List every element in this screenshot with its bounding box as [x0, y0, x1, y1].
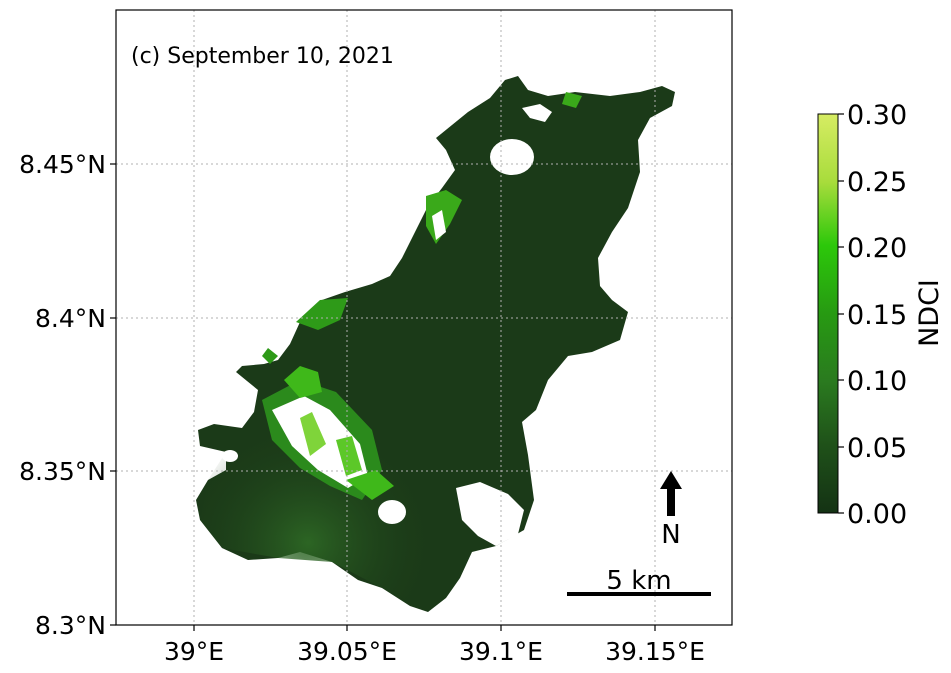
- colorbar-tick-label: 0.20: [847, 233, 907, 264]
- north-arrow-head: [660, 471, 682, 489]
- nearshore-bloom: [198, 364, 460, 612]
- y-tick-label: 8.4°N: [35, 304, 106, 333]
- island-south: [378, 500, 406, 524]
- bay-west: [222, 450, 238, 462]
- colorbar-label: NDCI: [914, 279, 945, 347]
- north-label: N: [661, 520, 680, 550]
- colorbar-tick-label: 0.00: [847, 499, 907, 530]
- colorbar-tick-marks: [838, 113, 844, 514]
- colorbar-tick-label: 0.05: [847, 433, 907, 464]
- island-southeast: [456, 482, 524, 546]
- lake-map: [116, 10, 732, 625]
- y-tick-label: 8.45°N: [19, 150, 106, 179]
- island-small-north: [522, 104, 552, 122]
- x-tick-marks: [193, 625, 656, 631]
- colorbar-tick-label: 0.25: [847, 167, 907, 198]
- colorbar-tick-label: 0.30: [847, 100, 907, 131]
- colorbar-tick-label: 0.15: [847, 300, 907, 331]
- scale-bar-label: 5 km: [606, 566, 671, 596]
- north-arrow-shaft: [667, 486, 675, 516]
- panel-label: (c) September 10, 2021: [131, 44, 394, 69]
- delta-bloom: [262, 92, 582, 500]
- x-tick-label: 39°E: [164, 637, 224, 666]
- y-tick-label: 8.3°N: [35, 611, 106, 640]
- colorbar-gradient: [817, 113, 839, 514]
- x-tick-label: 39.05°E: [297, 637, 397, 666]
- x-tick-label: 39.1°E: [459, 637, 543, 666]
- colorbar: 0.00 0.05 0.10 0.15 0.20 0.25 0.30 NDCI: [817, 100, 945, 530]
- x-tick-label: 39.15°E: [605, 637, 705, 666]
- island-north: [490, 139, 534, 175]
- north-arrow: N: [660, 471, 682, 550]
- colorbar-tick-label: 0.10: [847, 366, 907, 397]
- scale-bar: 5 km: [567, 566, 711, 596]
- y-tick-marks: [110, 163, 116, 626]
- y-tick-label: 8.35°N: [19, 457, 106, 486]
